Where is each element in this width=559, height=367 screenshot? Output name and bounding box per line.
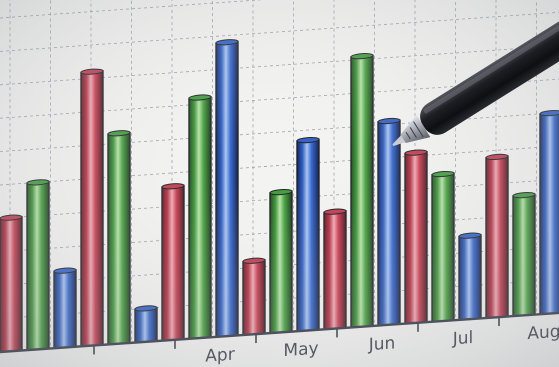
pen-barrel [420, 0, 559, 135]
pen-highlight [423, 4, 559, 114]
pen-icon [392, 0, 559, 147]
pen-tip [392, 135, 406, 147]
